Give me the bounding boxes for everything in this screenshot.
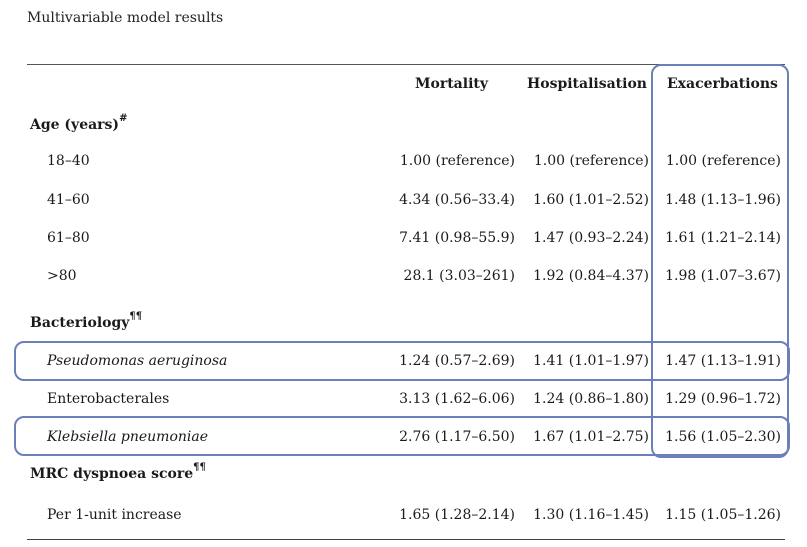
header-hospitalisation: Hospitalisation bbox=[527, 76, 647, 92]
table-row: Pseudomonas aeruginosa 1.24 (0.57–2.69) … bbox=[47, 353, 781, 369]
table-row: Per 1-unit increase 1.65 (1.28–2.14) 1.3… bbox=[47, 507, 781, 523]
section-age-label: Age (years)# bbox=[30, 113, 128, 133]
section-age: Age (years)# bbox=[0, 113, 807, 139]
bottom-rule bbox=[27, 539, 785, 540]
table-row: 61–80 7.41 (0.98–55.9) 1.47 (0.93–2.24) … bbox=[47, 230, 781, 246]
table-row: >80 28.1 (3.03–261) 1.92 (0.84–4.37) 1.9… bbox=[47, 268, 781, 284]
table-row: 41–60 4.34 (0.56–33.4) 1.60 (1.01–2.52) … bbox=[47, 192, 781, 208]
section-bacteriology: Bacteriology¶¶ bbox=[0, 311, 807, 337]
header-exacerbations: Exacerbations bbox=[667, 76, 778, 92]
header-mortality: Mortality bbox=[415, 76, 488, 92]
section-bacteriology-label: Bacteriology¶¶ bbox=[30, 311, 143, 331]
section-mrc-label: MRC dyspnoea score¶¶ bbox=[30, 462, 206, 482]
table-row: 18–40 1.00 (reference) 1.00 (reference) … bbox=[47, 153, 781, 169]
section-mrc: MRC dyspnoea score¶¶ bbox=[0, 462, 807, 488]
table-row: Enterobacterales 3.13 (1.62–6.06) 1.24 (… bbox=[47, 391, 781, 407]
table-row: Klebsiella pneumoniae 2.76 (1.17–6.50) 1… bbox=[47, 429, 781, 445]
top-rule bbox=[27, 64, 785, 65]
table-caption: Multivariable model results bbox=[27, 10, 224, 26]
